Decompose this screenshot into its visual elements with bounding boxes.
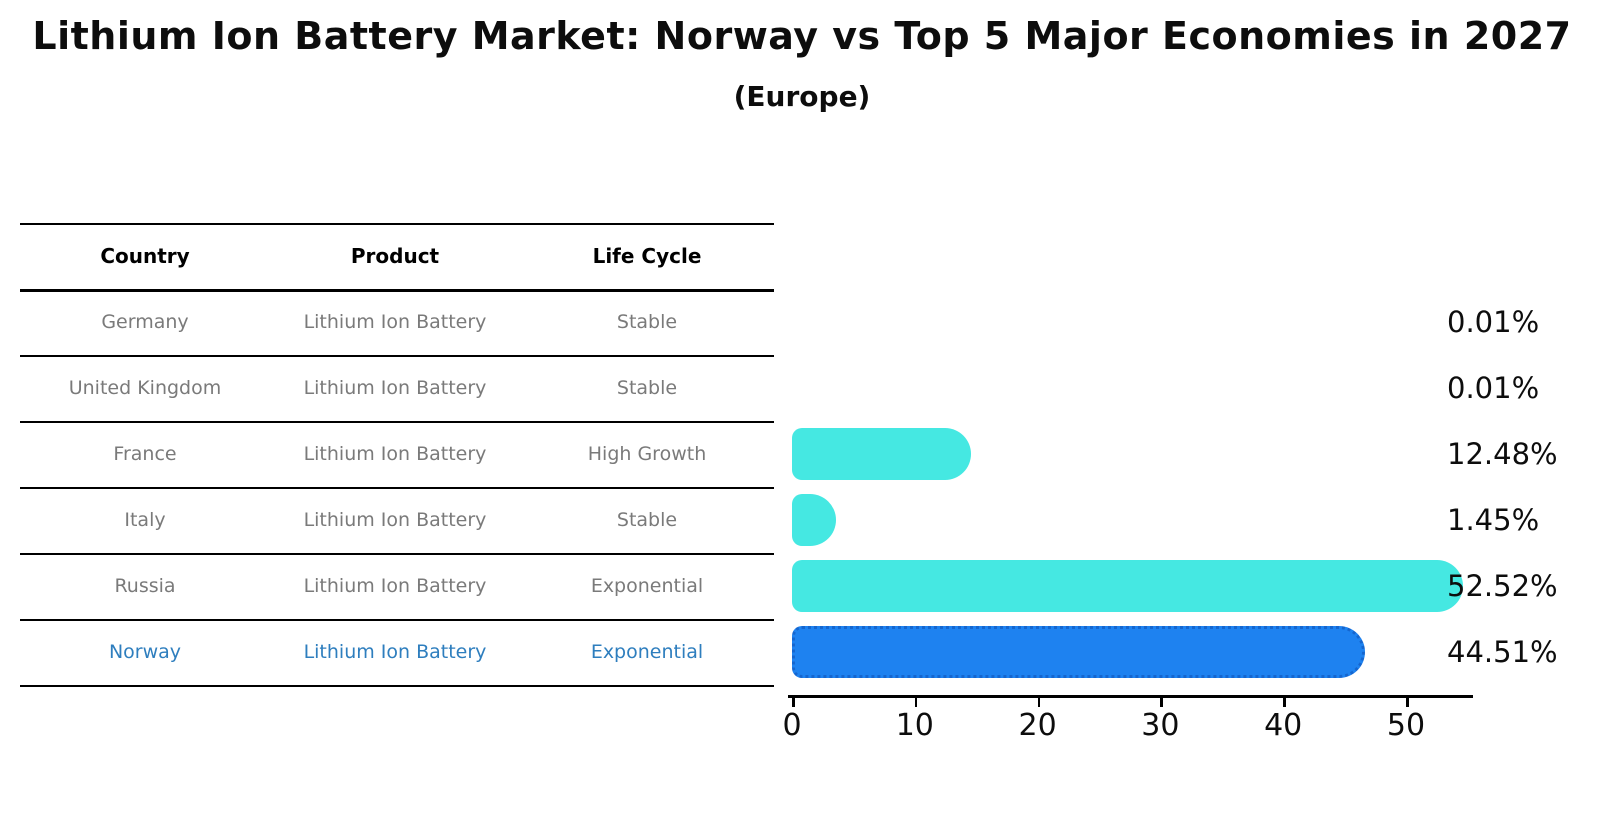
x-axis-tick-label: 40 — [1264, 708, 1303, 743]
table-row-germany-cell-1: Lithium Ion Battery — [303, 311, 487, 333]
table-row-russia-cell-2: Exponential — [590, 575, 704, 597]
value-label-france: 12.48% — [1447, 437, 1558, 471]
x-axis-tick-label: 10 — [895, 708, 934, 743]
table-row-italy-cell-2: Stable — [616, 509, 678, 531]
table-row-united-kingdom: United Kingdom Lithium Ion Battery Stable — [20, 355, 774, 421]
table-row-russia: Russia Lithium Ion Battery Exponential — [20, 553, 774, 619]
table-row-france-cell-1: Lithium Ion Battery — [303, 443, 487, 465]
x-axis-line — [788, 695, 1473, 698]
chart-subtitle: (Europe) — [733, 80, 871, 113]
table-row-germany-cell-2: Stable — [616, 311, 678, 333]
table-header-row: Country Product Life Cycle — [20, 223, 774, 289]
table-row-italy-cell-1: Lithium Ion Battery — [303, 509, 487, 531]
table-rule — [20, 553, 774, 555]
country-table: Country Product Life Cycle Germany Lithium I… — [20, 223, 774, 687]
table-row-italy: Italy Lithium Ion Battery Stable — [20, 487, 774, 553]
bar-italy — [792, 494, 836, 546]
x-axis-tick-label: 20 — [1018, 708, 1057, 743]
table-rule — [20, 685, 774, 687]
table-rule — [20, 487, 774, 489]
value-label-italy: 1.45% — [1447, 503, 1540, 537]
table-row-germany-cell-0: Germany — [101, 311, 189, 333]
table-rule — [20, 289, 774, 292]
x-axis-tick — [1160, 697, 1163, 707]
table-row-united-kingdom-cell-0: United Kingdom — [68, 377, 222, 399]
bar-france — [792, 428, 972, 480]
table-row-united-kingdom-cell-2: Stable — [616, 377, 678, 399]
value-label-russia: 52.52% — [1447, 569, 1558, 603]
table-row-united-kingdom-cell-1: Lithium Ion Battery — [303, 377, 487, 399]
x-axis-tick — [792, 697, 795, 707]
x-axis-tick — [1037, 697, 1041, 707]
x-axis-tick — [914, 697, 918, 707]
table-row-france-cell-2: High Growth — [587, 443, 707, 465]
x-axis-tick-label: 30 — [1141, 708, 1180, 743]
table-row-norway-cell-0: Norway — [108, 641, 182, 663]
table-header-row-cell-0: Country — [100, 244, 190, 268]
x-axis-tick — [1283, 697, 1286, 707]
value-label-germany: 0.01% — [1447, 305, 1540, 339]
table-row-france: France Lithium Ion Battery High Growth — [20, 421, 774, 487]
table-row-russia-cell-0: Russia — [114, 575, 176, 597]
table-row-france-cell-0: France — [113, 443, 177, 465]
table-row-germany: Germany Lithium Ion Battery Stable — [20, 289, 774, 355]
value-label-norway: 44.51% — [1447, 635, 1558, 669]
table-rule — [20, 421, 774, 423]
table-row-norway-cell-2: Exponential — [590, 641, 704, 663]
bar-norway — [792, 626, 1365, 678]
table-header-row-cell-1: Product — [350, 244, 440, 268]
table-row-norway: Norway Lithium Ion Battery Exponential — [20, 619, 774, 685]
value-label-united-kingdom: 0.01% — [1447, 371, 1540, 405]
chart-title: Lithium Ion Battery Market: Norway vs To… — [32, 14, 1572, 58]
table-rule — [20, 223, 774, 225]
x-axis-tick-label: 50 — [1386, 708, 1426, 743]
bar-russia — [792, 560, 1463, 612]
table-header-row-cell-2: Life Cycle — [592, 244, 702, 268]
table-rule — [20, 619, 774, 621]
table-row-norway-cell-1: Lithium Ion Battery — [303, 641, 487, 663]
table-rule — [20, 355, 774, 357]
table-row-russia-cell-1: Lithium Ion Battery — [303, 575, 487, 597]
x-axis-tick — [1406, 697, 1409, 707]
x-axis-tick-label: 0 — [782, 708, 802, 743]
table-row-italy-cell-0: Italy — [124, 509, 166, 531]
